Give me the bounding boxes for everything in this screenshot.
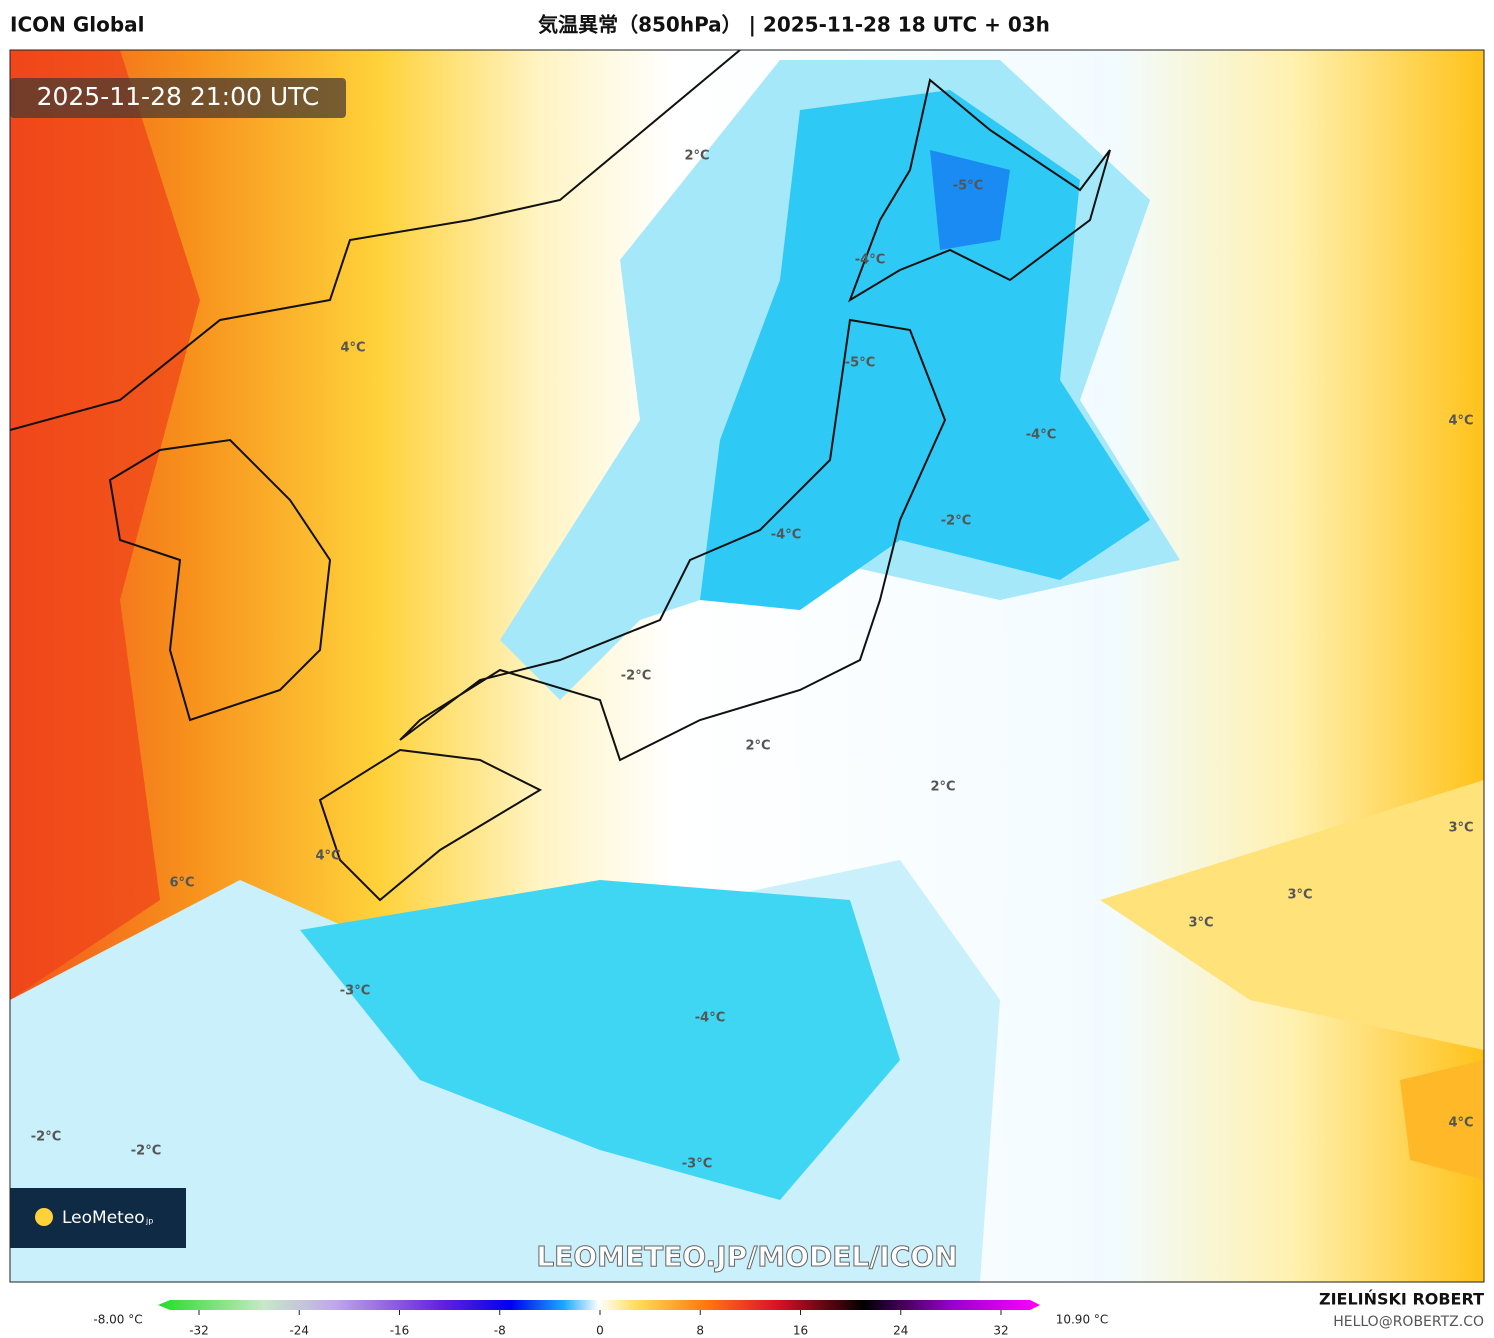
credit-author: ZIELIŃSKI ROBERT (1319, 1290, 1484, 1309)
colorbar-tick-label: 8 (696, 1324, 704, 1338)
map-area: 2025-11-28 21:00 UTC LeoMeteo jp LEOMETE… (10, 50, 1484, 1282)
contour-label: 4°C (315, 849, 340, 864)
contour-label: 3°C (1287, 888, 1312, 903)
contour-label: -2°C (941, 514, 971, 529)
colorbar-tick-label: 0 (596, 1324, 604, 1338)
contour-label: -3°C (340, 984, 370, 999)
contour-label: 2°C (930, 780, 955, 795)
colorbar-tick-label: 24 (893, 1324, 908, 1338)
colorbar-tick-label: -24 (289, 1324, 309, 1338)
contour-label: 4°C (1448, 1116, 1473, 1131)
colorbar-tick-label: 32 (993, 1324, 1008, 1338)
contour-label: 6°C (169, 876, 194, 891)
contour-label: 4°C (1448, 414, 1473, 429)
contour-label: 2°C (684, 149, 709, 164)
map-title: 気温異常（850hPa） | 2025-11-28 18 UTC + 03h (538, 13, 1050, 37)
contour-label: -3°C (682, 1157, 712, 1172)
colorbar-tick-label: -16 (390, 1324, 410, 1338)
contour-label: -2°C (131, 1144, 161, 1159)
model-name: ICON Global (10, 13, 145, 37)
contour-label: -4°C (1026, 428, 1056, 443)
watermark: LEOMETEO.JP/MODEL/ICON (536, 1240, 957, 1273)
contour-label: -4°C (771, 528, 801, 543)
logo-suffix: jp (145, 1217, 153, 1226)
contour-label: -2°C (31, 1130, 61, 1145)
contour-label: -4°C (695, 1011, 725, 1026)
contour-label: -2°C (621, 669, 651, 684)
logo: LeoMeteo (62, 1208, 145, 1228)
contour-label: 2°C (745, 739, 770, 754)
colorbar (158, 1300, 1040, 1310)
contour-label: 3°C (1188, 916, 1213, 931)
colorbar-tick-label: 16 (793, 1324, 808, 1338)
contour-label: -4°C (855, 253, 885, 268)
timestamp: 2025-11-28 21:00 UTC (37, 82, 320, 111)
credit-email: HELLO@ROBERTZ.CO (1333, 1314, 1484, 1330)
contour-label: 4°C (340, 341, 365, 356)
colorbar-max: 10.90 °C (1056, 1313, 1109, 1327)
contour-label: 3°C (1448, 821, 1473, 836)
colorbar-tick-label: -8 (494, 1324, 506, 1338)
colorbar-tick-label: -32 (189, 1324, 209, 1338)
contour-label: -5°C (953, 179, 983, 194)
contour-label: -5°C (845, 356, 875, 371)
colorbar-min: -8.00 °C (93, 1313, 142, 1327)
